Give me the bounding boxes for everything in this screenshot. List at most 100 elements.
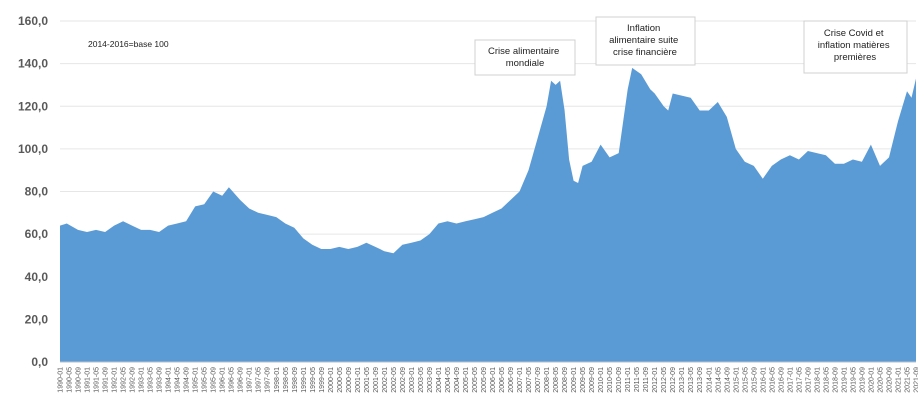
x-tick-label: 2003-01 — [409, 367, 416, 393]
x-tick-label: 2007-09 — [535, 367, 542, 393]
x-tick-label: 2016-05 — [769, 367, 776, 393]
x-tick-label: 2013-09 — [697, 367, 704, 393]
svg-text:Crise alimentaire mondia: Crise alimentaire mondiale — [488, 46, 562, 69]
x-tick-label: 1998-01 — [274, 367, 281, 393]
x-tick-label: 2009-09 — [589, 367, 596, 393]
annotation-line: premières — [834, 52, 876, 63]
x-tick-label: 2021-05 — [904, 367, 911, 393]
x-tick-label: 1994-05 — [175, 367, 182, 393]
x-tick-label: 2019-05 — [850, 367, 857, 393]
svg-text:Crise Covid et inflation: Crise Covid et inflation matières premiè… — [818, 28, 892, 63]
annotation-line: Crise Covid et — [824, 28, 884, 39]
x-tick-label: 1992-05 — [121, 367, 128, 393]
x-tick-label: 1998-09 — [292, 367, 299, 393]
y-tick-label: 80,0 — [25, 185, 49, 199]
x-tick-label: 2006-09 — [508, 367, 515, 393]
x-tick-label: 1995-01 — [193, 367, 200, 393]
x-tick-label: 2012-09 — [670, 367, 677, 393]
x-tick-label: 2020-01 — [868, 367, 875, 393]
x-tick-label: 2013-05 — [688, 367, 695, 393]
annotation-food-crisis: Crise alimentaire mondiale — [474, 39, 576, 76]
x-tick-label: 2006-01 — [490, 367, 497, 393]
x-tick-label: 1995-05 — [202, 367, 209, 393]
x-axis-ticks: 1990-01 1990-05 1990-09 1991-01 1991-05 1991-… — [58, 367, 918, 393]
x-tick-label: 2000-05 — [337, 367, 344, 393]
y-tick-label: 120,0 — [18, 99, 48, 113]
x-tick-label: 2010-05 — [607, 367, 614, 393]
x-tick-label: 1995-09 — [211, 367, 218, 393]
x-tick-label: 2020-05 — [877, 367, 884, 393]
x-tick-label: 1996-05 — [229, 367, 236, 393]
x-tick-label: 2009-01 — [571, 367, 578, 393]
y-tick-label: 60,0 — [25, 227, 49, 241]
x-tick-label: 2002-01 — [382, 367, 389, 393]
x-tick-label: 2015-01 — [733, 367, 740, 393]
x-tick-label: 2003-09 — [427, 367, 434, 393]
x-tick-label: 2017-09 — [805, 367, 812, 393]
x-tick-label: 2019-09 — [859, 367, 866, 393]
x-tick-label: 2005-05 — [472, 367, 479, 393]
x-tick-label: 2018-05 — [823, 367, 830, 393]
y-axis-ticks: 0,0 20,0 40,0 60,0 80,0 100,0 120,0 140,0 160,0 — [18, 14, 48, 369]
x-tick-label: 1991-09 — [103, 367, 110, 393]
y-tick-label: 0,0 — [31, 355, 48, 369]
x-tick-label: 2018-01 — [814, 367, 821, 393]
x-tick-label: 2001-01 — [355, 367, 362, 393]
x-tick-label: 2001-09 — [373, 367, 380, 393]
annotation-line: alimentaire suite — [609, 35, 678, 46]
x-tick-label: 1999-09 — [319, 367, 326, 393]
x-tick-label: 2006-05 — [499, 367, 506, 393]
x-tick-label: 1996-09 — [238, 367, 245, 393]
x-tick-label: 2017-01 — [787, 367, 794, 393]
x-tick-label: 2018-09 — [832, 367, 839, 393]
x-tick-label: 2011-09 — [643, 367, 650, 392]
x-tick-label: 2021-01 — [895, 367, 902, 393]
x-tick-label: 1998-05 — [283, 367, 290, 393]
x-tick-label: 2004-05 — [445, 367, 452, 393]
x-tick-label: 2008-01 — [544, 367, 551, 393]
x-tick-label: 1994-01 — [166, 367, 173, 393]
x-tick-label: 1992-09 — [130, 367, 137, 393]
annotation-box — [474, 39, 576, 76]
x-tick-label: 1994-09 — [184, 367, 191, 393]
x-tick-label: 2014-05 — [715, 367, 722, 393]
x-tick-label: 1997-01 — [247, 367, 254, 393]
y-tick-label: 140,0 — [18, 57, 48, 71]
x-tick-label: 2011-01 — [625, 367, 632, 392]
annotation-financial-crisis: Inflation alimentaire suite crise financ… — [595, 16, 696, 66]
x-tick-label: 1993-09 — [157, 367, 164, 393]
x-tick-label: 2010-09 — [616, 367, 623, 393]
x-tick-label: 2002-09 — [400, 367, 407, 393]
x-tick-label: 2004-01 — [436, 367, 443, 393]
x-tick-label: 2015-05 — [742, 367, 749, 393]
x-tick-label: 1996-01 — [220, 367, 227, 393]
x-tick-label: 2000-09 — [346, 367, 353, 393]
x-tick-label: 2019-01 — [841, 367, 848, 393]
y-tick-label: 40,0 — [25, 270, 49, 284]
y-tick-label: 100,0 — [18, 142, 48, 156]
x-tick-label: 2000-01 — [328, 367, 335, 393]
x-tick-label: 2014-09 — [724, 367, 731, 393]
price-index-area — [60, 67, 916, 363]
annotation-line: Crise alimentaire — [488, 46, 559, 57]
x-tick-label: 2015-09 — [751, 367, 758, 393]
x-tick-label: 1997-09 — [265, 367, 272, 393]
x-tick-label: 2012-01 — [652, 367, 659, 393]
x-tick-label: 2014-01 — [706, 367, 713, 393]
annotation-box — [803, 20, 908, 74]
annotation-box — [595, 16, 696, 66]
x-tick-label: 2003-05 — [418, 367, 425, 393]
y-tick-label: 160,0 — [18, 14, 48, 28]
x-tick-label: 2007-05 — [526, 367, 533, 393]
x-tick-label: 2012-05 — [661, 367, 668, 393]
base-note: 2014-2016=base 100 — [88, 39, 169, 49]
x-tick-label: 2021-09 — [914, 367, 918, 393]
x-tick-label: 1999-01 — [301, 367, 308, 393]
x-tick-label: 1993-05 — [148, 367, 155, 393]
x-tick-label: 2011-05 — [634, 367, 641, 392]
x-tick-label: 2001-05 — [364, 367, 371, 393]
x-tick-label: 2013-01 — [679, 367, 686, 393]
x-tick-label: 2017-05 — [796, 367, 803, 393]
x-tick-label: 1991-01 — [85, 367, 92, 393]
